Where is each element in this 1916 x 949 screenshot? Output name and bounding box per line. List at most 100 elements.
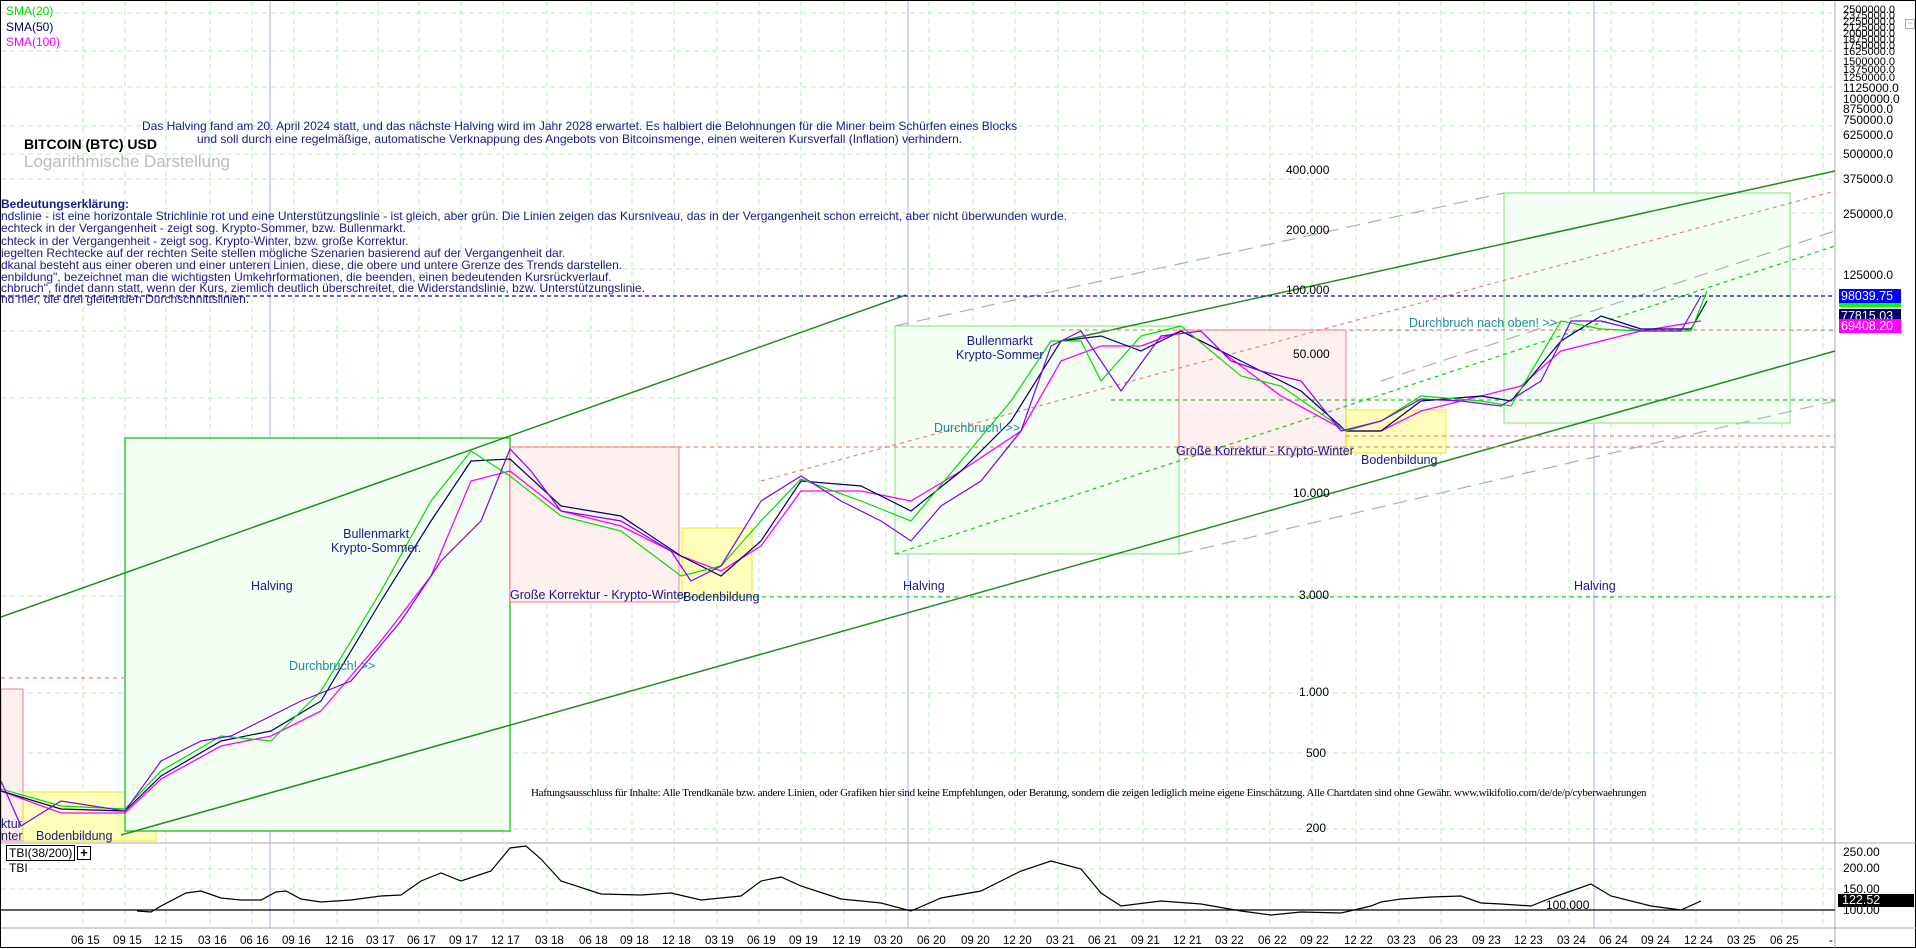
last-price-badge: 98039.75 — [1839, 289, 1901, 303]
price-tick: 1375000.0 — [1843, 64, 1895, 76]
price-tick: 1000000.0 — [1843, 92, 1900, 106]
price-tick: 2500000.0 — [1843, 4, 1895, 16]
chart-title: BITCOIN (BTC) USD — [24, 136, 157, 152]
level-label-200k: 200.000 — [1286, 223, 1330, 237]
time-tick: 09 15 — [113, 935, 142, 947]
price-tick: 2000000.0 — [1843, 28, 1895, 40]
price-tick: 250000.0 — [1843, 207, 1894, 221]
time-tick: 09 16 — [282, 935, 311, 947]
price-tick: 750000.0 — [1843, 113, 1894, 127]
explanation-line: ndslinie - ist eine horizontale Strichli… — [1, 209, 1067, 223]
explanation-heading: Bedeutungserklärung: — [1, 197, 130, 211]
price-tick: 1125000.0 — [1843, 81, 1899, 95]
time-tick: 12 19 — [832, 935, 861, 947]
price-tick: 2375000.0 — [1843, 10, 1895, 22]
time-tick: 06 22 — [1258, 935, 1287, 947]
annotation-bullmarket-2017: Bullenmarkt Krypto-Sommer. — [331, 527, 422, 555]
halving-note-line2: und soll durch eine regelmäßige, automat… — [197, 132, 963, 146]
legend-sma50[interactable]: SMA(50) — [6, 20, 54, 34]
legend-sma20[interactable]: SMA(20) — [6, 4, 54, 18]
time-tick: 06 23 — [1429, 935, 1458, 947]
price-tick: 1875000.0 — [1843, 34, 1895, 46]
price-tick: 375000.0 — [1843, 172, 1894, 186]
indicator-name-tag[interactable]: TBI(38/200) — [6, 845, 76, 861]
time-axis-end-marker: - — [1829, 935, 1833, 947]
annotation-breakout-2017: Durchbruch! >> — [289, 659, 376, 673]
explanation-line: iegelten Rechtecke auf der rechten Seite… — [1, 246, 566, 260]
explanation-line: nd hier, die drei gleitenden Durchschnit… — [1, 292, 250, 306]
annotation-cut-2: nter — [1, 829, 23, 843]
price-tick: 1625000.0 — [1843, 46, 1895, 58]
annotation-cut-1: ktur — [1, 817, 22, 831]
chart-subtitle: Logarithmische Darstellung — [24, 152, 230, 171]
annotation-halving-2016: Halving — [251, 579, 293, 593]
indicator-tick: 150.00 — [1843, 882, 1880, 896]
annotation-bottoming-2015: Bodenbildung — [36, 829, 113, 843]
price-tick: 125000.0 — [1843, 268, 1894, 282]
time-tick: 06 17 — [407, 935, 436, 947]
time-tick: 09 21 — [1131, 935, 1160, 947]
time-tick: 03 17 — [366, 935, 395, 947]
price-tick: 500000.0 — [1843, 147, 1894, 161]
explanation-line: echteck in der Vergangenheit - zeigt sog… — [1, 221, 406, 235]
legend-sma100[interactable]: SMA(100) — [6, 35, 61, 49]
time-tick: 12 18 — [662, 935, 691, 947]
time-tick: 09 18 — [620, 935, 649, 947]
level-label-1k: 1.000 — [1299, 685, 1330, 699]
level-label-50k: 50.000 — [1293, 347, 1330, 361]
explanation-line: chbruch", findet dann statt, wenn der Ku… — [1, 281, 645, 295]
add-indicator-button[interactable]: + — [77, 846, 91, 860]
annotation-halving-2020: Halving — [903, 579, 945, 593]
price-tick: 1250000.0 — [1843, 72, 1895, 84]
price-tick: 1750000.0 — [1843, 40, 1895, 52]
time-tick: 12 15 — [154, 935, 183, 947]
time-tick: 06 15 — [71, 935, 100, 947]
sma20-badge — [1839, 303, 1901, 307]
level-label-3k: 3.000 — [1299, 588, 1330, 602]
collapse-icon[interactable]: − — [1905, 19, 1915, 29]
time-tick: 06 18 — [579, 935, 608, 947]
indicator-tick: 200.00 — [1843, 861, 1880, 875]
disclaimer-text: Haftungsausschluss für Inhalte: Alle Tre… — [531, 787, 1647, 799]
annotation-breakout-2020: Durchbruch! >> — [934, 421, 1021, 435]
level-label-100k: 100.000 — [1286, 283, 1330, 297]
price-tick: 2125000.0 — [1843, 22, 1895, 34]
time-tick: 03 22 — [1215, 935, 1244, 947]
price-tick: 625000.0 — [1843, 128, 1894, 142]
indicator-label: TBI — [9, 861, 28, 875]
time-tick: 03 18 — [535, 935, 564, 947]
time-tick: 06 20 — [917, 935, 946, 947]
explanation-line: dkanal besteht aus einer oberen und eine… — [1, 258, 623, 272]
annotation-halving-2024: Halving — [1574, 579, 1616, 593]
time-tick: 09 20 — [961, 935, 990, 947]
time-tick: 03 19 — [705, 935, 734, 947]
price-tick: 1500000.0 — [1843, 56, 1895, 68]
time-tick: 06 21 — [1088, 935, 1117, 947]
level-label-400k: 400.000 — [1286, 163, 1330, 177]
time-tick: 12 22 — [1344, 935, 1373, 947]
sma100-badge: 69408.20 — [1839, 319, 1901, 333]
time-tick: 06 16 — [240, 935, 269, 947]
level-label-200: 200 — [1306, 821, 1327, 835]
time-tick: 09 24 — [1641, 935, 1670, 947]
time-tick: 12 16 — [325, 935, 354, 947]
explanation-line: enbildung", bezeichnet man die wichtigst… — [1, 270, 612, 284]
level-label-500: 500 — [1306, 746, 1327, 760]
time-tick: 12 21 — [1173, 935, 1202, 947]
annotation-bottoming-2019: Bodenbildung — [683, 590, 760, 604]
time-tick: 06 25 — [1770, 935, 1799, 947]
time-tick: 12 23 — [1514, 935, 1543, 947]
time-tick: 03 23 — [1387, 935, 1416, 947]
time-tick: 03 16 — [198, 935, 227, 947]
time-tick: 06 19 — [747, 935, 776, 947]
time-tick: 09 19 — [789, 935, 818, 947]
time-tick: 03 20 — [874, 935, 903, 947]
time-tick: 09 17 — [449, 935, 478, 947]
annotation-correction-2022: Große Korrektur - Krypto-Winter — [1176, 444, 1354, 458]
time-tick: 09 23 — [1472, 935, 1501, 947]
time-tick: 09 22 — [1300, 935, 1329, 947]
annotation-bottoming-2023: Bodenbildung — [1361, 453, 1438, 467]
indicator-current-badge: 122.52 — [1838, 894, 1914, 907]
